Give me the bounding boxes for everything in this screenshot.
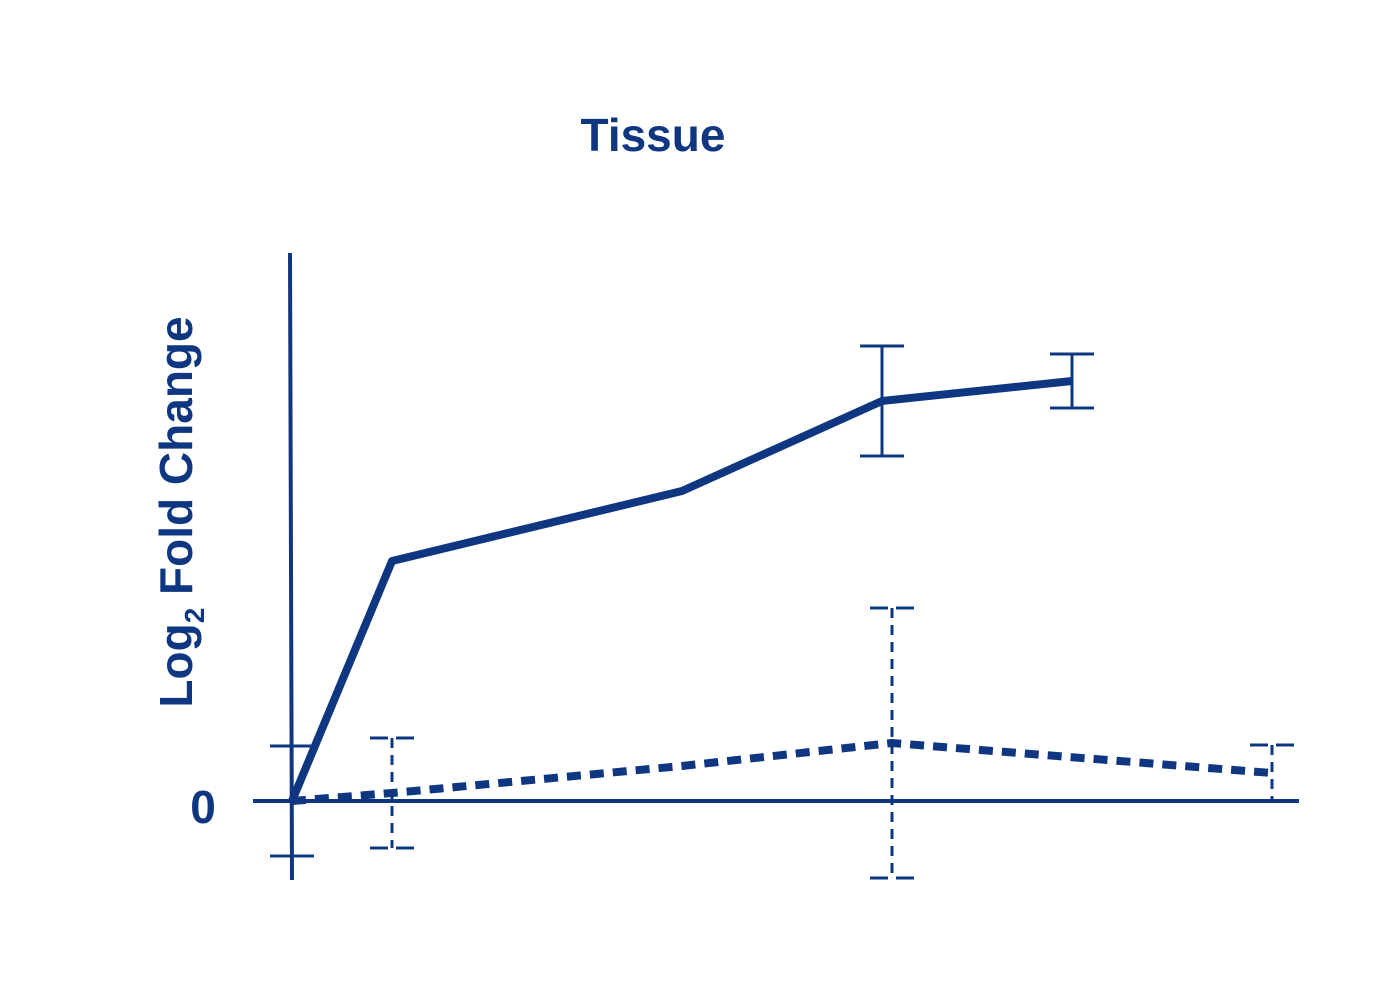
solid-series-line xyxy=(288,377,1073,803)
y-tick-label-0: 0 xyxy=(190,781,216,833)
dashed-series-line xyxy=(291,739,1273,805)
y-axis-label: Log2 Fold Change xyxy=(150,316,210,707)
y-axis-label-subscript: 2 xyxy=(179,608,210,624)
chart-title: Tissue xyxy=(581,109,726,161)
